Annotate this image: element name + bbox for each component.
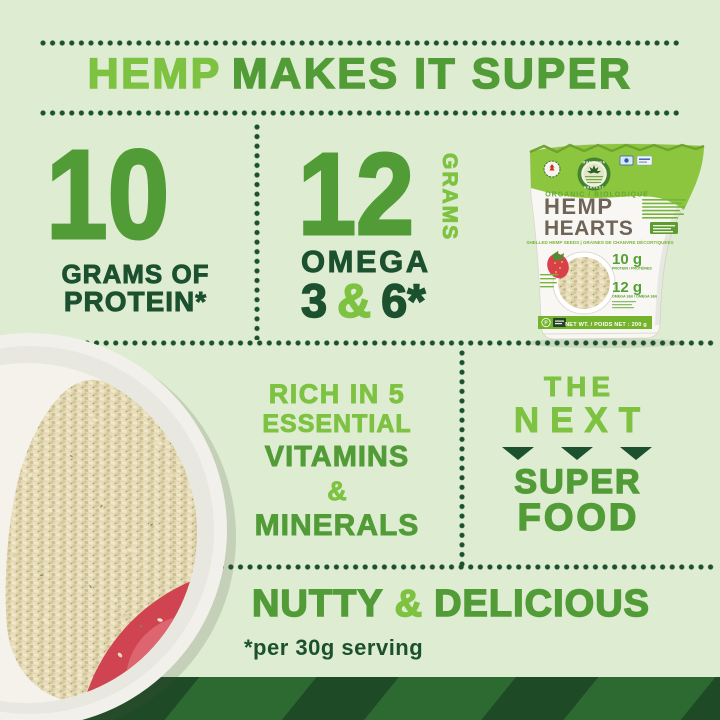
bag-fine-print: [642, 199, 686, 234]
omega-numbers: 3 & 6*: [300, 274, 426, 327]
net-weight-text: NET WT. / POIDS NET : 200 g: [565, 322, 647, 328]
omega-ampersand: &: [336, 274, 372, 327]
vitamins-line-2: ESSENTIAL: [262, 410, 412, 438]
down-arrow-icon: [620, 447, 652, 460]
bag-title-hemp: HEMP: [544, 194, 614, 219]
down-arrow-icon: [502, 447, 534, 460]
dotted-divider-stats: [254, 124, 260, 340]
superfood-super: SUPER: [514, 463, 642, 501]
tagline: NUTTY & DELICIOUS: [182, 583, 720, 625]
bag-left-fine-print: [540, 274, 558, 288]
vitamins-line-3: VITAMINS: [264, 441, 410, 473]
bag-title-hearts: HEARTS: [544, 217, 633, 240]
omega-number-3: 3: [300, 274, 328, 327]
brand-name-top: MANITOBA: [582, 161, 605, 165]
omega-label: OMEGA: [301, 244, 431, 279]
bag-subtitle: SHELLED HEMP SEEDS | GRAINES DE CHANVRE …: [526, 238, 673, 245]
omega-value: 12: [297, 129, 416, 259]
strawberry: [547, 251, 569, 279]
bag-stat-label-omega: OMEGA 3&6 / OMÉGA 3&6: [612, 294, 657, 299]
bag-stat-fine-print: [612, 301, 636, 309]
headline-makes-it-super: MAKES IT SUPER: [231, 50, 633, 98]
net-weight-strip: P NET WT. / POIDS NET : 200 g: [538, 316, 652, 329]
dotted-rule-mid: [36, 340, 714, 346]
brand-name-bottom: HARVEST: [584, 186, 605, 190]
dotted-rule-under-headline: [40, 110, 680, 116]
headline-hemp: HEMP: [87, 50, 222, 98]
bag-stat-10g: 10 g: [612, 251, 642, 268]
protein-value: 10: [45, 124, 171, 265]
dotted-rule-bottom: [36, 564, 714, 570]
headline: HEMP MAKES IT SUPER: [0, 50, 720, 98]
protein-label-line1: GRAMS OF: [61, 259, 210, 289]
down-arrow-icon: [561, 447, 593, 460]
bag-stat-12g: 12 g: [612, 279, 642, 296]
vitamins-line-5: MINERALS: [254, 509, 420, 542]
green-flecks: [40, 455, 154, 628]
protein-label-line2: PROTEIN*: [63, 286, 208, 317]
dotted-divider-lower: [459, 350, 465, 568]
bag-stat-label-protein: PROTEIN / PROTÉINES: [612, 266, 652, 271]
dotted-rule-top: [40, 40, 680, 46]
serving-footnote: *per 30g serving: [244, 635, 424, 660]
vitamins-ampersand: &: [327, 476, 347, 506]
superfood-next: NEXT: [513, 401, 652, 440]
vitamins-line-1: RICH IN 5: [268, 379, 406, 409]
omega-number-6: 6*: [380, 274, 426, 327]
product-bag: MANITOBA HARVEST ORGANIC / BIOLOGIQUE HE…: [525, 143, 705, 348]
seed-sprinkles: [12, 418, 175, 677]
certification-marks: [619, 155, 653, 166]
organic-badge: [543, 160, 561, 178]
tagline-nutty: NUTTY: [251, 583, 384, 625]
omega-grams-vertical: GRAMS: [438, 153, 462, 242]
tagline-delicious: DELICIOUS: [433, 583, 650, 625]
bag-organic-line: ORGANIC / BIOLOGIQUE: [545, 192, 649, 199]
bag-top-panel: [529, 143, 705, 210]
superfood-the: THE: [544, 371, 615, 402]
bag-bowl-image: [547, 251, 616, 315]
arrows-row: [502, 447, 652, 460]
bowl-photo: [0, 333, 236, 720]
svg-text:P: P: [544, 321, 548, 327]
superfood-food: FOOD: [517, 497, 640, 539]
tagline-ampersand: &: [394, 583, 424, 625]
brand-logo: MANITOBA HARVEST: [577, 157, 611, 191]
